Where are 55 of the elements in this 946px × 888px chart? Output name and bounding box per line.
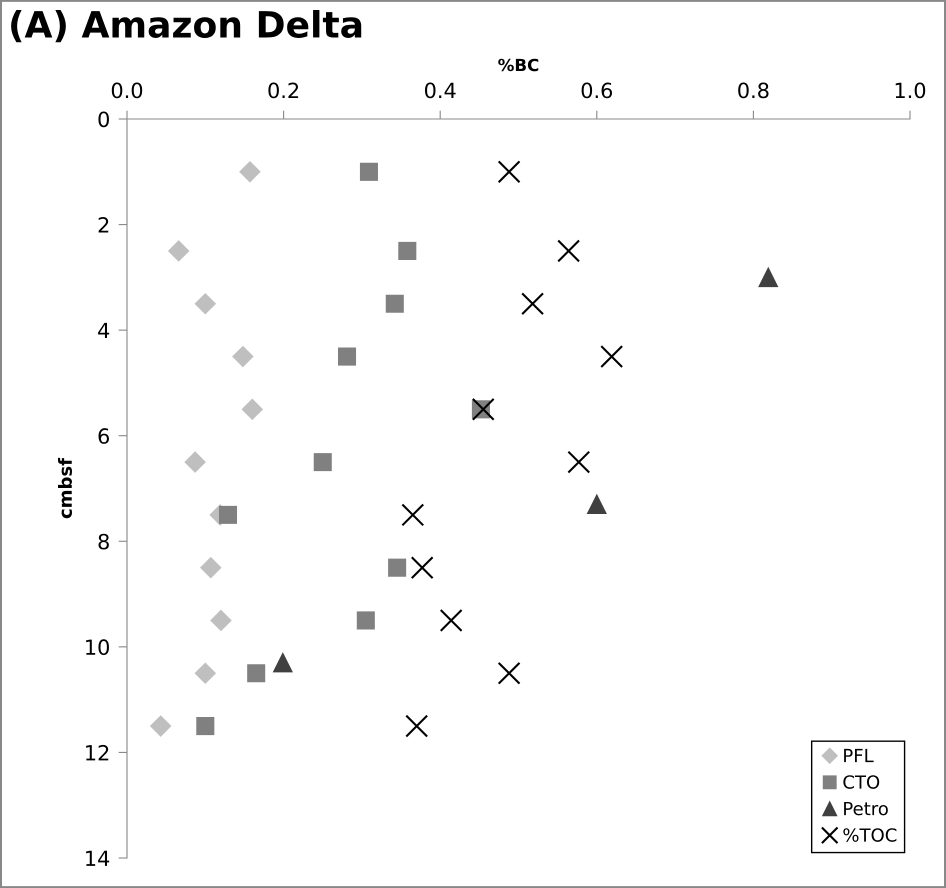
point	[388, 558, 406, 577]
point	[498, 160, 521, 184]
point	[521, 292, 544, 316]
point	[401, 503, 424, 526]
point	[194, 293, 216, 314]
y-tick-label: 12	[86, 744, 108, 760]
point	[247, 664, 266, 682]
point	[600, 345, 624, 368]
y-tick-label: 0	[98, 111, 109, 128]
x-tick-label: 1.0	[896, 82, 926, 98]
point	[440, 609, 463, 632]
point	[758, 268, 778, 288]
x-tick-label: 0.0	[112, 82, 142, 98]
point	[184, 452, 206, 473]
point	[338, 348, 356, 366]
point	[314, 453, 332, 472]
point	[194, 662, 216, 684]
point	[168, 240, 190, 262]
x-tick-label: 0.4	[425, 82, 456, 98]
point	[498, 662, 521, 685]
x-tick-label: 0.2	[268, 82, 298, 98]
chart-title: (A) Amazon Delta	[11, 10, 362, 42]
point	[410, 556, 434, 580]
legend-label: CTO	[843, 775, 880, 789]
legend-label: %TOC	[843, 828, 896, 842]
point	[386, 294, 404, 313]
point	[360, 162, 378, 181]
point	[356, 611, 375, 630]
point	[587, 494, 607, 514]
point	[472, 398, 495, 421]
y-tick-label: 10	[86, 639, 109, 656]
point	[239, 161, 260, 182]
point	[218, 506, 238, 524]
point	[405, 714, 428, 738]
y-tick-label: 8	[98, 534, 109, 550]
point	[232, 346, 254, 368]
y-tick-label: 14	[86, 850, 110, 866]
point	[150, 716, 172, 737]
point	[242, 398, 263, 420]
point	[210, 610, 232, 631]
point	[567, 450, 590, 474]
x-tick-label: 0.6	[582, 82, 612, 98]
y-axis-title: cmbsf	[58, 458, 72, 518]
point	[196, 717, 214, 736]
point	[557, 240, 580, 262]
y-tick-label: 6	[98, 428, 110, 444]
y-tick-label: 4	[98, 322, 110, 338]
y-tick-label: 2	[98, 217, 108, 232]
x-axis-title: %BC	[498, 58, 538, 72]
legend-label: Petro	[844, 802, 888, 816]
point	[398, 242, 416, 260]
x-tick-label: 0.8	[738, 82, 769, 98]
legend-label: PFL	[844, 748, 874, 762]
point	[273, 652, 293, 672]
point	[200, 557, 222, 578]
